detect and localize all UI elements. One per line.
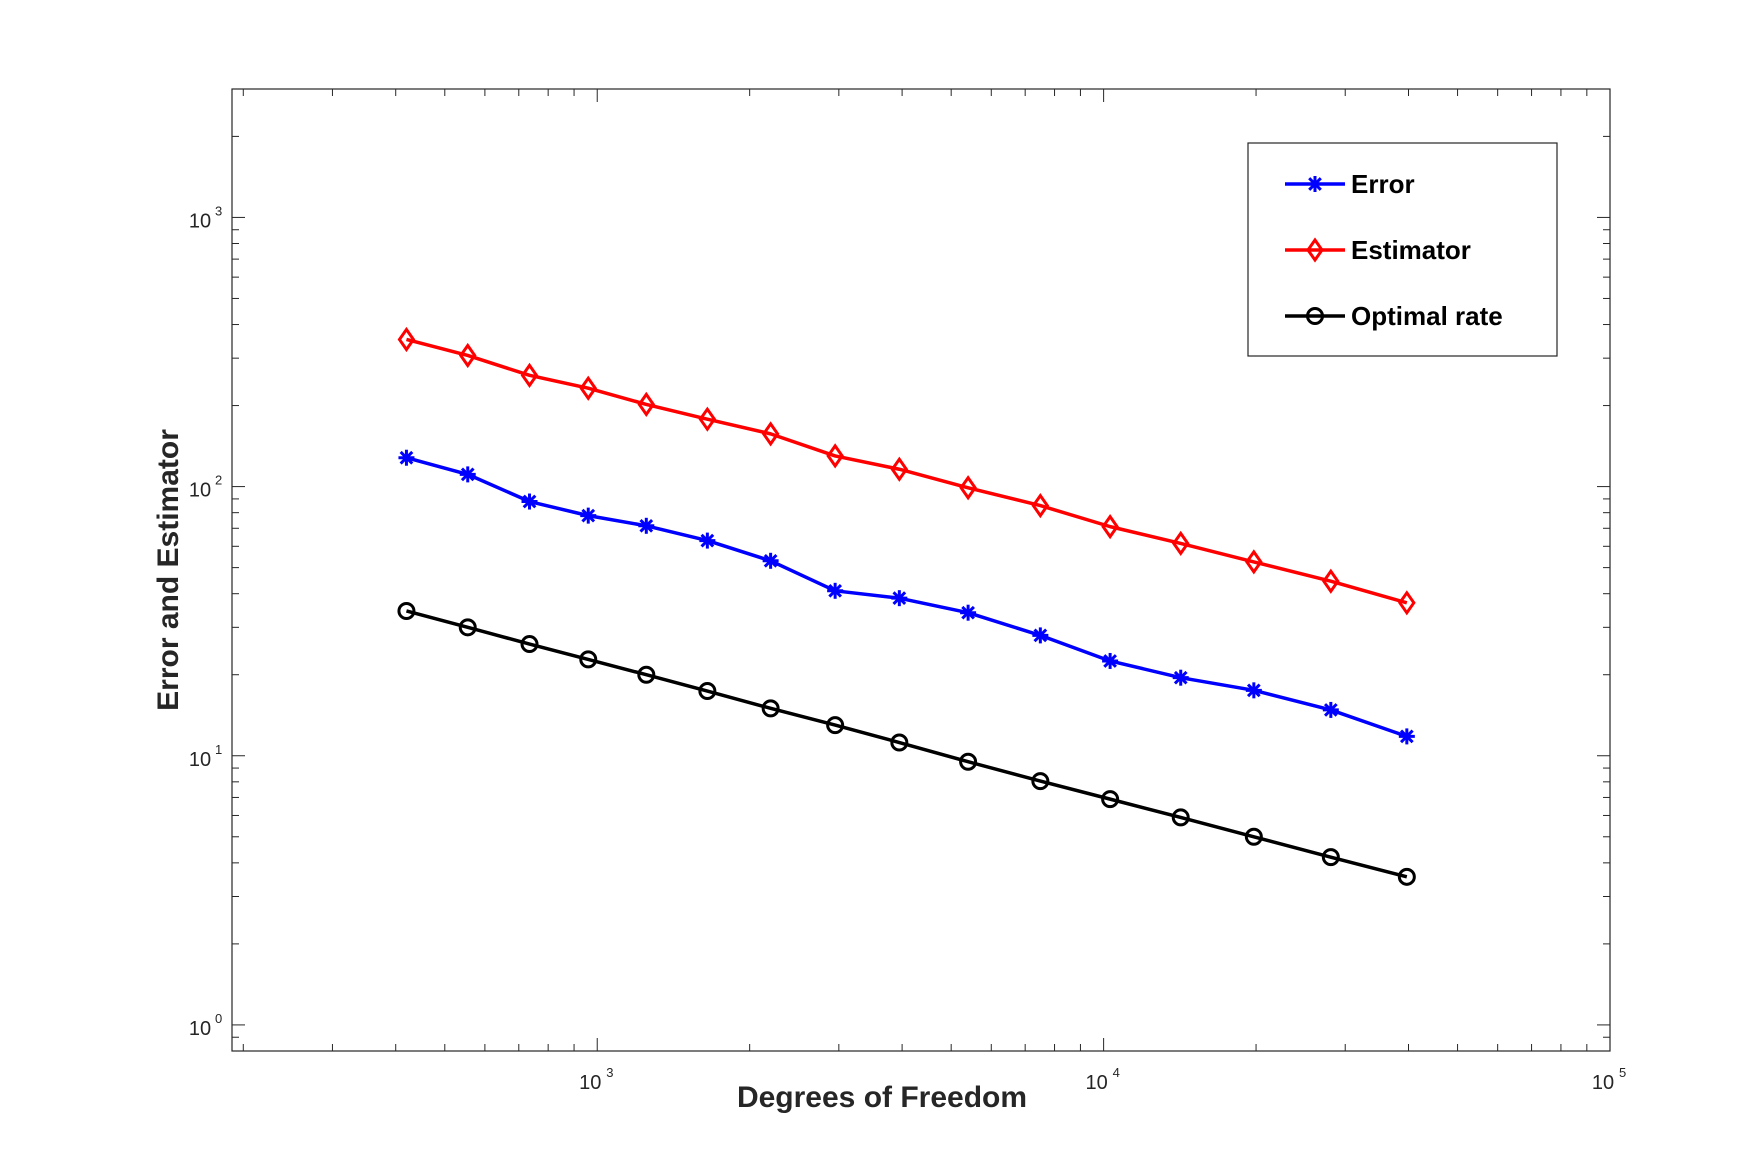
- series-layer: [397, 326, 1416, 886]
- data-point: [1245, 549, 1263, 575]
- data-point: [698, 682, 717, 701]
- x-tick-label-exponent: 5: [1619, 1065, 1626, 1080]
- x-tick-label: 10: [579, 1072, 601, 1094]
- y-tick-label: 10: [189, 749, 211, 771]
- data-point: [1171, 808, 1190, 827]
- y-tick-label: 10: [189, 210, 211, 232]
- data-point: [761, 699, 780, 718]
- y-tick-label: 10: [189, 1018, 211, 1040]
- data-point: [1397, 867, 1416, 886]
- data-point: [397, 326, 416, 353]
- data-point: [762, 552, 779, 569]
- data-point: [960, 604, 977, 621]
- data-point: [1171, 530, 1190, 557]
- legend-label: Optimal rate: [1351, 301, 1503, 331]
- x-tick-label-exponent: 4: [1113, 1065, 1120, 1080]
- data-point: [1398, 590, 1416, 616]
- y-tick-label-exponent: 0: [215, 1011, 222, 1026]
- data-point: [520, 635, 539, 654]
- data-point: [761, 421, 780, 447]
- data-point: [827, 582, 844, 599]
- series-line: [406, 337, 1408, 605]
- x-tick-label: 10: [1085, 1072, 1107, 1094]
- data-point: [458, 618, 477, 637]
- y-tick-label-exponent: 1: [215, 742, 222, 757]
- data-point: [1245, 682, 1262, 699]
- data-point: [520, 362, 539, 388]
- data-point: [637, 665, 656, 684]
- series-estimator: [397, 326, 1416, 616]
- data-point: [891, 590, 908, 607]
- data-point: [1322, 568, 1340, 594]
- data-point: [637, 391, 656, 418]
- legend-item: Optimal rate: [1285, 301, 1503, 331]
- data-point: [1032, 627, 1049, 644]
- y-tick-label-exponent: 2: [215, 473, 222, 488]
- x-axis-title: Degrees of Freedom: [737, 1081, 1027, 1114]
- data-point: [1031, 772, 1050, 791]
- data-point: [579, 650, 598, 669]
- data-point: [1172, 669, 1189, 686]
- ticks-layer: [232, 88, 1611, 1052]
- series-line: [405, 456, 1408, 739]
- legend-item: Error: [1285, 169, 1415, 199]
- legend-marker: [1307, 176, 1323, 192]
- data-point: [959, 475, 977, 501]
- x-tick-label-exponent: 3: [606, 1065, 613, 1080]
- legend-items: Error Estimator Optimal rate: [1285, 169, 1503, 331]
- data-point: [638, 517, 655, 534]
- x-tick-label: 10: [1592, 1072, 1614, 1094]
- data-point: [1244, 827, 1263, 846]
- data-point: [1102, 652, 1119, 669]
- legend-item: Estimator: [1285, 235, 1471, 265]
- data-point: [698, 406, 717, 432]
- data-point: [826, 443, 844, 469]
- y-axis-title: Error and Estimator: [152, 429, 185, 711]
- legend: Error Estimator Optimal rate: [1247, 142, 1558, 357]
- data-point: [826, 716, 845, 735]
- legend-marker: [1306, 237, 1324, 263]
- y-tick-label-exponent: 3: [215, 203, 222, 218]
- data-point: [1321, 848, 1340, 867]
- data-point: [398, 449, 415, 466]
- data-point: [959, 752, 978, 771]
- data-point: [579, 375, 598, 401]
- data-point: [1101, 790, 1120, 809]
- legend-marker: [1306, 307, 1324, 325]
- data-point: [1101, 514, 1119, 540]
- data-point: [1322, 701, 1339, 718]
- data-point: [397, 601, 416, 620]
- data-point: [459, 466, 476, 483]
- series-error: [398, 449, 1415, 745]
- legend-label: Estimator: [1351, 235, 1471, 265]
- data-point: [521, 493, 538, 510]
- series-optimal-rate: [397, 601, 1416, 886]
- data-point: [890, 456, 909, 482]
- data-point: [699, 532, 716, 549]
- tick-labels-layer: 10 3 10 4 10 5 10 0 10 1 10 2 10 3: [189, 203, 1626, 1094]
- y-tick-label: 10: [189, 480, 211, 502]
- legend-label: Error: [1351, 169, 1415, 199]
- data-point: [1398, 728, 1415, 745]
- data-point: [580, 507, 597, 524]
- data-point: [890, 733, 909, 752]
- data-point: [458, 342, 477, 369]
- data-point: [1031, 492, 1050, 519]
- series-line: [405, 609, 1408, 879]
